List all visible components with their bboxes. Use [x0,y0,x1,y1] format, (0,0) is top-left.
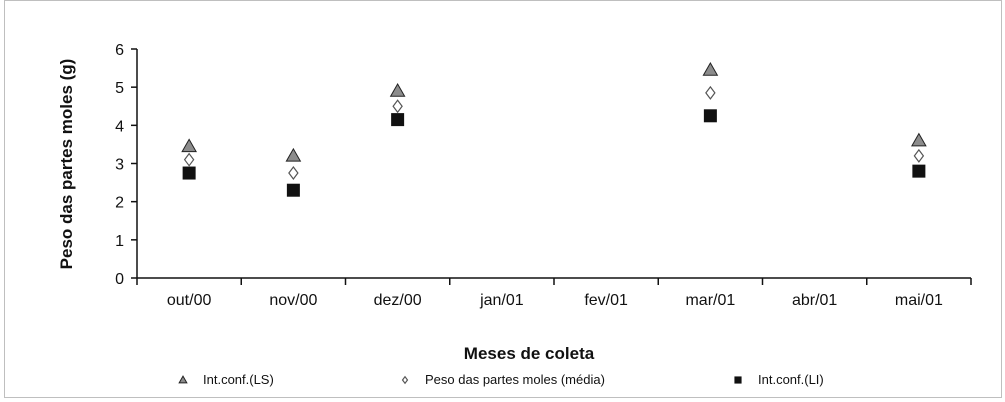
point-square-out-00 [182,166,196,180]
axes: 0 1 2 3 4 5 6 out/00 nov/00 dez/00 jan/01 fev/01 mar… [115,42,972,309]
point-diamond-open-mai-01 [913,148,925,163]
chart-frame: 0 1 2 3 4 5 6 out/00 nov/00 dez/00 jan/01 fev/01 mar… [4,0,1002,398]
legend: Int.conf.(LS) Peso das partes moles (médi… [178,372,824,387]
legend-marker [401,375,409,385]
point-triangle-mar-01 [702,61,719,76]
x-tick-label: fev/01 [584,292,628,309]
x-tick-label: mar/01 [685,292,735,309]
point-diamond-open-mar-01 [705,85,716,100]
y-tick-label: 4 [115,118,124,135]
x-tick-label: mai/01 [895,292,943,309]
point-triangle-dez-00 [389,82,406,97]
point-triangle-mai-01 [911,132,927,147]
x-axis-title: Meses de coleta [464,344,595,363]
x-tick-label: nov/00 [269,292,317,309]
point-square-mar-01 [703,109,717,123]
legend-marker [734,376,742,384]
point-square-dez-00 [391,113,405,127]
chart: 0 1 2 3 4 5 6 out/00 nov/00 dez/00 jan/01 fev/01 mar… [57,42,972,387]
point-square-nov-00 [286,183,300,197]
point-triangle-out-00 [181,138,197,153]
y-tick-label: 5 [115,80,124,97]
x-tick-label: abr/01 [792,292,837,309]
x-tick-label: jan/01 [479,292,524,309]
legend-entry-label: Peso das partes moles (média) [425,372,605,387]
data-marks [181,61,927,197]
point-triangle-nov-00 [285,147,302,162]
legend-entry-label: Int.conf.(LS) [203,372,274,387]
y-tick-label: 3 [115,157,124,174]
y-tick-label: 2 [115,195,124,212]
x-tick-label: out/00 [167,292,212,309]
point-square-mai-01 [912,164,926,178]
y-tick-label: 6 [115,42,124,59]
x-tick-label: dez/00 [374,292,422,309]
point-diamond-open-dez-00 [392,99,403,114]
y-axis-title: Peso das partes moles (g) [57,59,76,270]
point-diamond-open-out-00 [183,152,195,167]
y-tick-label: 0 [115,271,124,288]
legend-entry-label: Int.conf.(LI) [758,372,824,387]
legend-marker [178,375,188,384]
y-tick-label: 1 [115,233,124,250]
point-diamond-open-nov-00 [288,166,299,181]
